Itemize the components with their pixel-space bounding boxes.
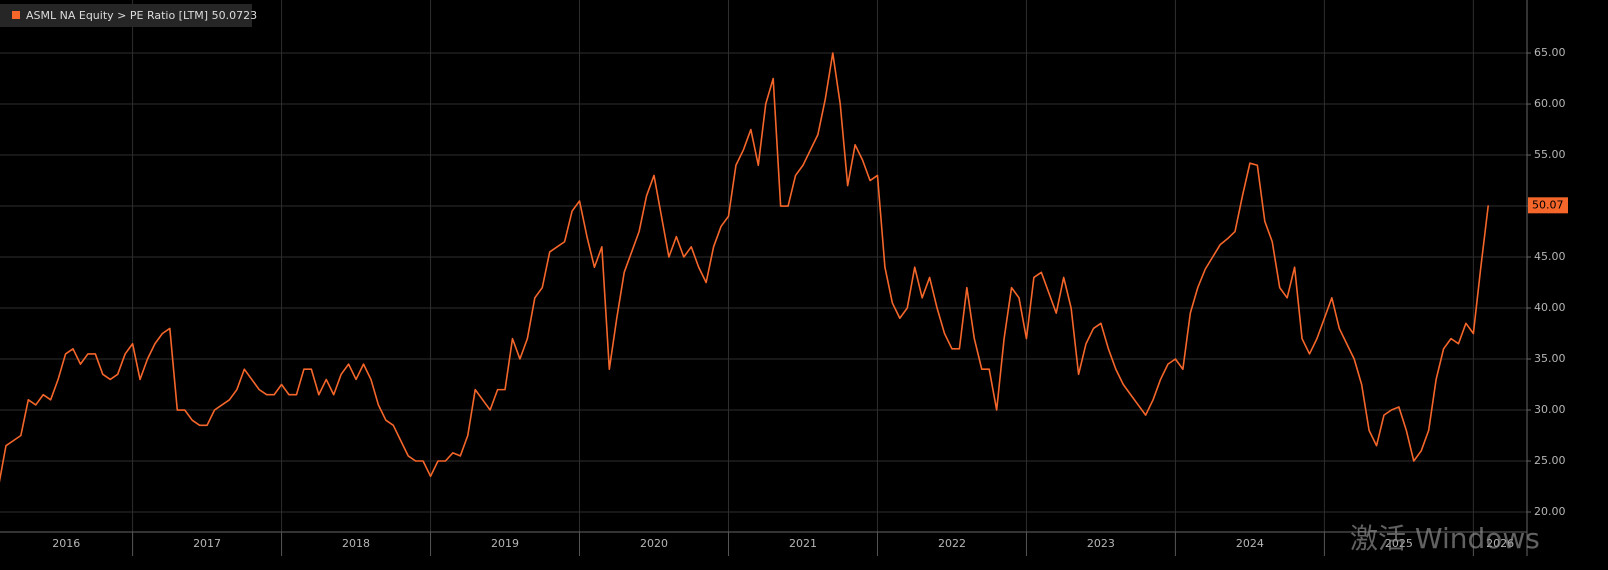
x-tick-label: 2017 [193,537,221,550]
y-tick-label: 20.00 [1534,505,1566,518]
y-tick-label: 40.00 [1534,301,1566,314]
y-tick-label: 45.00 [1534,250,1566,263]
legend-value: 50.0723 [212,9,258,22]
y-tick-label: 30.00 [1534,403,1566,416]
x-tick-label: 2021 [789,537,817,550]
last-value-label: 50.07 [1532,198,1564,211]
legend[interactable]: ASML NA Equity > PE Ratio [LTM] 50.0723 [0,4,257,27]
y-tick-label: 55.00 [1534,148,1566,161]
x-tick-label: 2023 [1087,537,1115,550]
legend-box [0,4,252,27]
last-value-badge [1528,197,1568,214]
y-tick-label: 60.00 [1534,97,1566,110]
legend-series-name: ASML NA Equity > PE Ratio [LTM] [26,9,208,22]
x-tick-label: 2016 [52,537,80,550]
os-watermark: 激活 Windows [1350,522,1540,555]
legend-label: ASML NA Equity > PE Ratio [LTM] 50.0723 [26,9,257,22]
x-tick-label: 2024 [1236,537,1264,550]
x-tick-label: 2020 [640,537,668,550]
grid [0,0,1527,532]
x-tick-label: 2026 [1486,537,1514,550]
legend-swatch [12,11,20,19]
x-tick-label: 2018 [342,537,370,550]
y-tick-label: 35.00 [1534,352,1566,365]
x-tick-label: 2019 [491,537,519,550]
x-tick-label: 2022 [938,537,966,550]
x-tick-label: 2025 [1385,537,1413,550]
axes: 20.0025.0030.0035.0040.0045.0050.0055.00… [52,46,1568,556]
y-tick-label: 25.00 [1534,454,1566,467]
series-line [0,52,1490,483]
y-tick-label: 65.00 [1534,46,1566,59]
plot [0,52,1490,483]
